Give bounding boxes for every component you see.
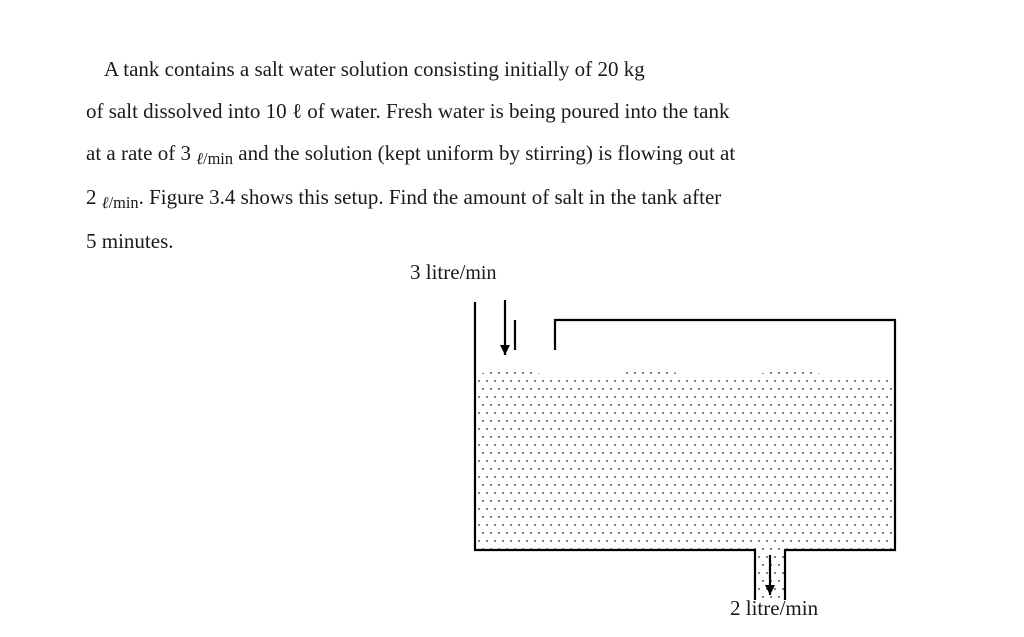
inflow-rate: 3 [180, 141, 191, 165]
inflow-value: 3 [410, 260, 421, 284]
unit-min: min [465, 262, 496, 284]
text: of water. Fresh water is being poured in… [302, 99, 729, 123]
outflow-rate: 2 [86, 185, 97, 209]
unit-l: ℓ [102, 193, 109, 212]
text: 5 minutes. [86, 229, 174, 253]
text: at a rate of [86, 141, 180, 165]
outflow-value: 2 [730, 596, 741, 620]
outflow-label: 2 litre/min [730, 596, 818, 621]
text: of salt dissolved into [86, 99, 266, 123]
unit-l: ℓ [196, 149, 203, 168]
tank-diagram [410, 260, 970, 620]
figure: 3 litre/min 2 litre/min [410, 260, 970, 620]
unit-litre: litre [746, 596, 780, 620]
text: . Figure 3.4 shows this setup. Find the … [139, 185, 722, 209]
text: and the solution (kept uniform by stirri… [233, 141, 735, 165]
text: A tank contains a salt water solution co… [104, 57, 597, 81]
problem-paragraph: A tank contains a salt water solution co… [86, 48, 938, 262]
unit-min: min [785, 596, 818, 620]
inflow-label: 3 litre/min [410, 260, 496, 285]
unit-min: min [113, 193, 138, 212]
initial-salt: 20 kg [597, 57, 644, 81]
page: A tank contains a salt water solution co… [0, 0, 1024, 637]
unit-litre: litre [426, 260, 460, 284]
initial-volume: 10 ℓ [266, 99, 302, 123]
unit-min: min [208, 149, 233, 168]
